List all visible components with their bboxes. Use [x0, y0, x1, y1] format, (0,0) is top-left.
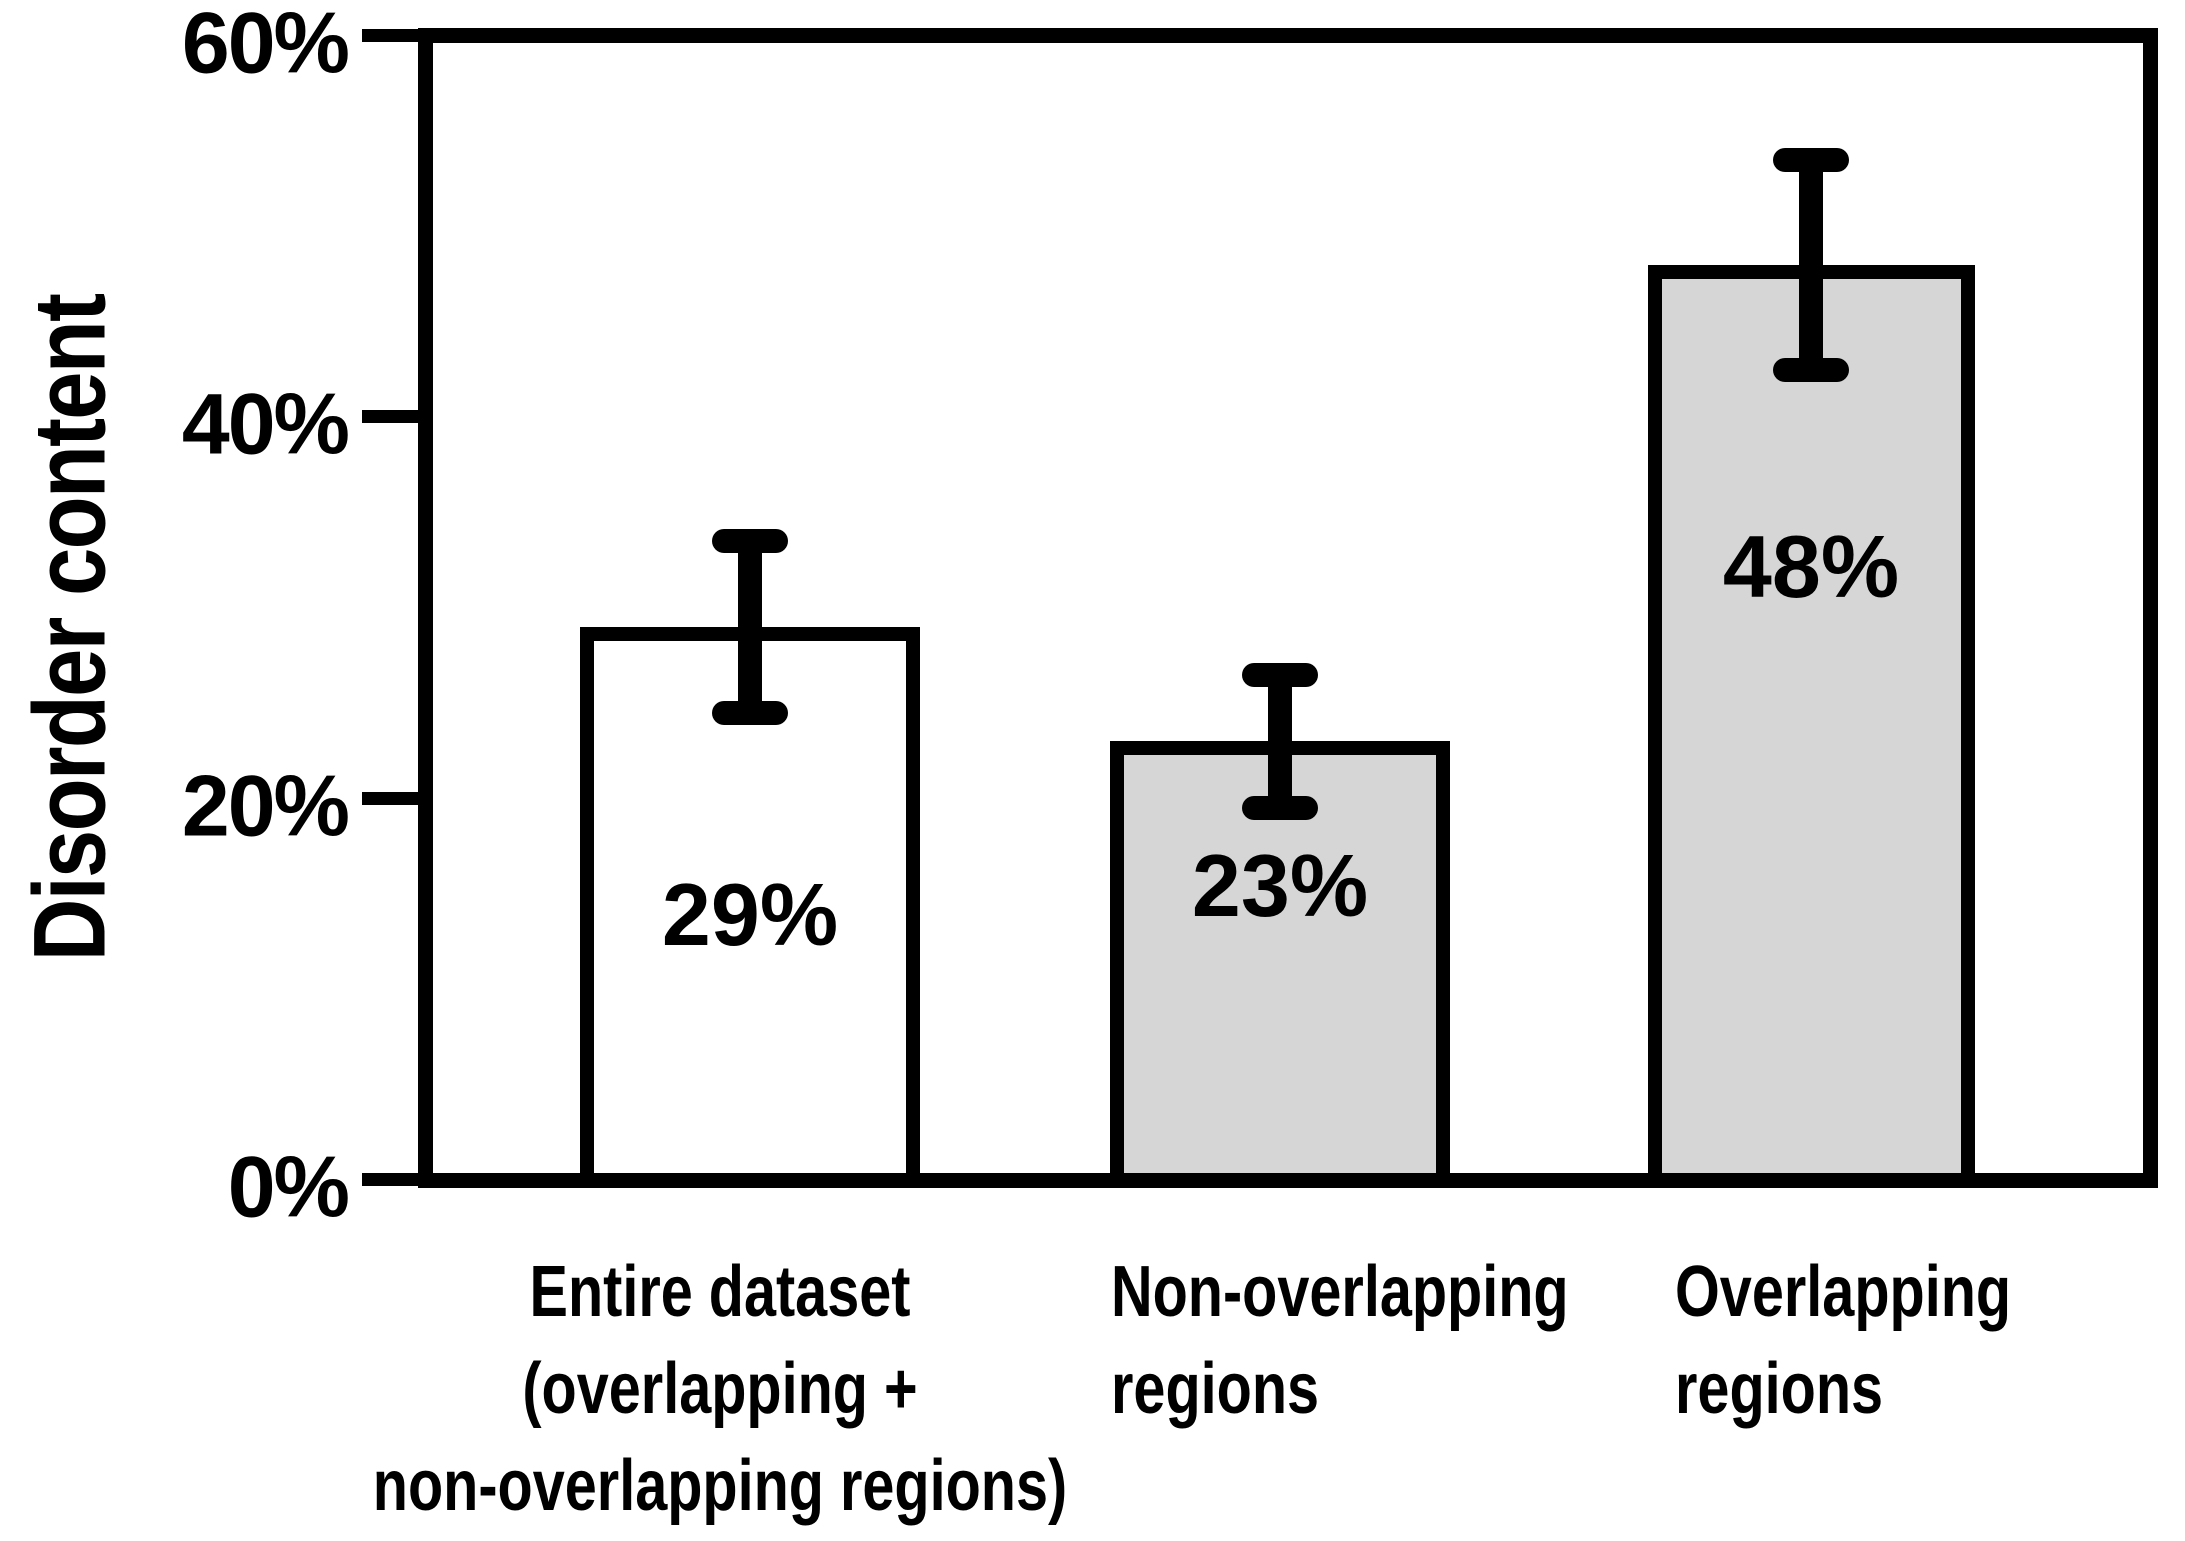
y-tick-60	[362, 29, 418, 42]
y-tick-40	[362, 410, 418, 423]
bar-value-label-1: 29%	[661, 865, 839, 964]
y-tick-label-20: 20%	[181, 758, 350, 855]
error-bar-cap-bottom-1	[712, 701, 788, 725]
bar-3	[1648, 265, 1975, 1188]
y-tick-20	[362, 792, 418, 805]
error-bar-cap-top-1	[712, 529, 788, 553]
y-tick-0	[362, 1173, 418, 1186]
bar-value-label-2: 23%	[1191, 836, 1369, 935]
category-label-3: Overlapping regions	[1675, 1252, 2012, 1429]
error-bar-cap-bottom-3	[1773, 358, 1849, 382]
category-label-1: Entire dataset (overlapping + non-overla…	[372, 1252, 1068, 1526]
error-bar-cap-top-3	[1773, 148, 1849, 172]
y-axis-title: Disorder content	[12, 294, 127, 962]
error-bar-whisker-1	[738, 541, 762, 713]
y-tick-label-0: 0%	[227, 1139, 350, 1236]
error-bar-whisker-2	[1268, 675, 1292, 808]
error-bar-whisker-3	[1799, 160, 1823, 370]
bar-value-label-3: 48%	[1722, 517, 1900, 616]
y-tick-label-40: 40%	[181, 376, 350, 473]
error-bar-cap-top-2	[1242, 663, 1318, 687]
error-bar-cap-bottom-2	[1242, 796, 1318, 820]
category-label-2: Non-overlapping regions	[1111, 1252, 1569, 1429]
y-tick-label-60: 60%	[181, 0, 350, 92]
